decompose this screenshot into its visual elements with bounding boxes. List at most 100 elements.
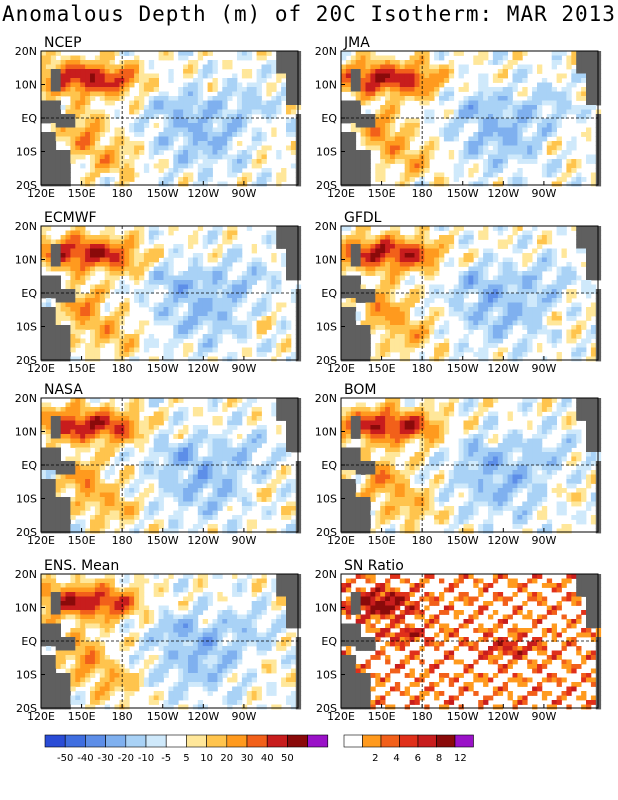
heatmap-cell [109,280,115,285]
heatmap-cell [70,434,76,439]
heatmap-cell [290,289,297,294]
heatmap-cell [41,244,47,249]
heatmap-cell [237,177,243,182]
heatmap-cell [502,275,508,281]
heatmap-cell [148,307,155,312]
heatmap-cell [271,230,277,236]
heatmap-cell [217,280,223,285]
heatmap-cell [241,159,248,164]
heatmap-cell [212,334,218,339]
heatmap-cell [507,91,513,97]
heatmap-cell [434,311,440,317]
heatmap-cell [394,325,401,330]
heatmap-cell [188,150,194,155]
heatmap-cell [276,226,282,231]
heatmap-cell [45,416,52,421]
heatmap-cell [409,91,415,97]
heatmap-cell [227,253,233,258]
heatmap-cell [197,123,204,128]
heatmap-cell [192,96,199,101]
heatmap-cell [590,266,597,272]
heatmap-cell [227,239,233,245]
heatmap-cell [360,181,366,187]
heatmap-cell [551,293,557,299]
heatmap-cell [390,159,396,164]
heatmap-cell [99,239,106,245]
heatmap-cell [512,271,518,276]
heatmap-cell [99,55,106,61]
heatmap-cell [290,407,297,412]
heatmap-cell [404,177,410,182]
heatmap-cell [261,150,267,155]
heatmap-cell [90,352,96,357]
heatmap-cell [119,73,125,79]
heatmap-cell [419,82,425,88]
heatmap-cell [114,235,120,240]
heatmap-cell [227,352,233,357]
heatmap-cell [399,244,406,249]
heatmap-cell [345,172,352,178]
heatmap-cell [134,293,140,299]
heatmap-cell [85,91,91,97]
heatmap-cell [390,114,396,119]
heatmap-cell [261,132,267,137]
heatmap-cell [463,338,469,344]
heatmap-cell [173,275,179,281]
heatmap-cell [65,407,71,412]
heatmap-cell [271,284,277,290]
heatmap-cell [246,91,253,97]
heatmap-cell [168,123,174,128]
heatmap-cell [271,60,277,65]
heatmap-cell [134,262,140,267]
heatmap-cell [527,136,533,142]
heatmap-cell [586,293,592,299]
heatmap-cell [60,177,66,182]
heatmap-cell [590,159,597,164]
heatmap-cell [483,262,489,267]
heatmap-cell [207,293,213,299]
heatmap-cell [55,275,61,281]
heatmap-cell [129,105,135,110]
heatmap-cell [251,109,257,115]
heatmap-cell [124,163,130,169]
heatmap-cell [488,150,494,155]
heatmap-cell [566,289,572,294]
heatmap-cell [212,150,218,155]
heatmap-cell [365,109,371,115]
heatmap-cell [85,416,91,421]
heatmap-cell [173,284,179,290]
heatmap-cell [546,266,553,272]
heatmap-cell [537,114,543,119]
heatmap-cell [90,407,96,412]
heatmap-cell [380,73,386,79]
heatmap-cell [434,136,440,142]
heatmap-cell [551,181,557,187]
heatmap-cell [212,438,218,444]
heatmap-cell [85,316,91,321]
heatmap-cell [75,230,81,236]
heatmap-cell [468,280,474,285]
heatmap-cell [153,343,159,348]
heatmap-cell [90,347,96,353]
heatmap-cell [134,253,140,258]
heatmap-cell [497,284,504,290]
heatmap-cell [94,325,101,330]
heatmap-cell [197,168,204,173]
heatmap-cell [45,352,52,357]
heatmap-cell [55,411,61,417]
heatmap-cell [345,235,352,240]
heatmap-cell [385,78,391,83]
heatmap-cell [341,329,347,335]
heatmap-cell [345,253,352,258]
heatmap-cell [232,114,238,119]
heatmap-cell [390,338,396,344]
heatmap-cell [375,298,381,303]
heatmap-cell [551,145,557,151]
heatmap-cell [139,402,145,408]
heatmap-cell [355,159,361,164]
heatmap-cell [537,343,543,348]
heatmap-cell [414,96,420,101]
heatmap-cell [576,55,582,61]
heatmap-cell [41,425,47,430]
